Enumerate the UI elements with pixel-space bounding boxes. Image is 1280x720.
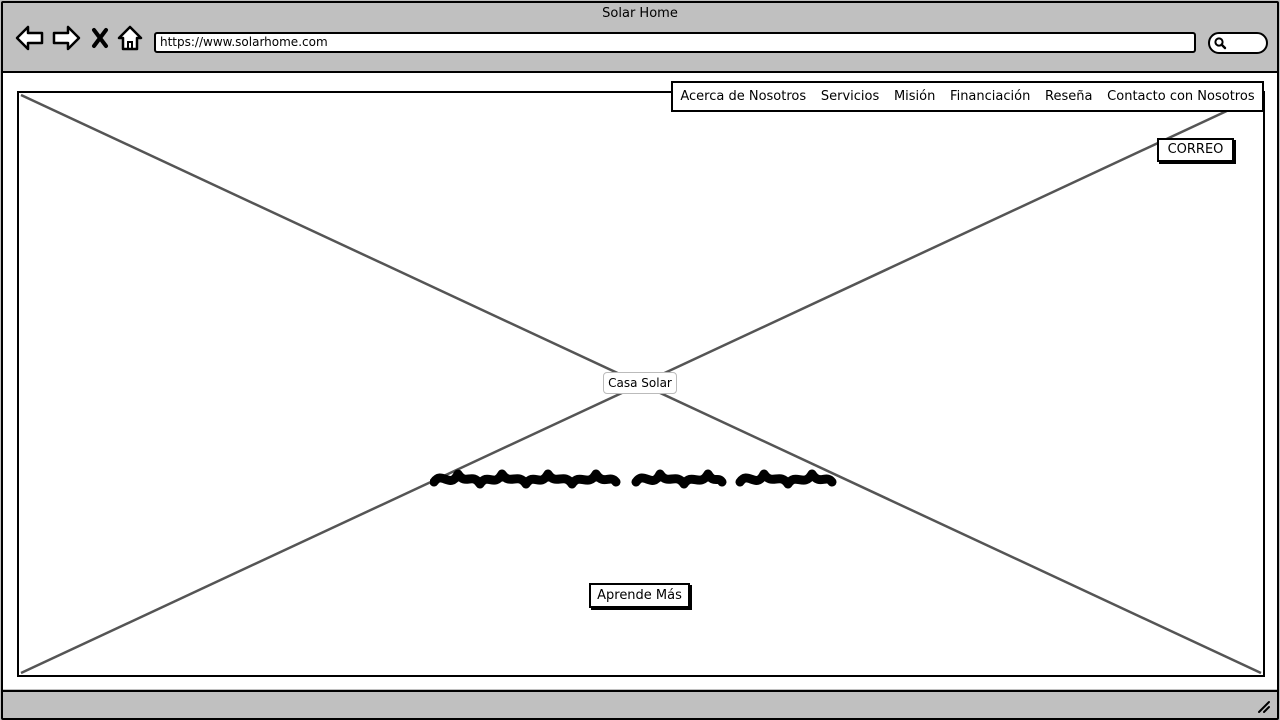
nav-item-about[interactable]: Acerca de Nosotros	[680, 89, 807, 104]
nav-item-contact[interactable]: Contacto con Nosotros	[1107, 89, 1255, 104]
main-nav: Acerca de Nosotros Servicios Misión Fina…	[671, 81, 1264, 112]
nav-item-financing[interactable]: Financiación	[950, 89, 1031, 104]
close-icon[interactable]	[86, 22, 114, 54]
nav-item-review[interactable]: Reseña	[1045, 89, 1093, 104]
window-title: Solar Home	[602, 6, 678, 21]
hero-title-label: Casa Solar	[603, 372, 677, 394]
resize-grip-icon[interactable]	[1257, 700, 1271, 714]
status-bar	[3, 690, 1277, 718]
toolbar-divider	[3, 71, 1277, 73]
home-icon[interactable]	[114, 22, 146, 54]
nav-item-services[interactable]: Servicios	[820, 89, 880, 104]
scribble-text-placeholder	[430, 469, 837, 489]
address-bar[interactable]: https://www.solarhome.com	[154, 32, 1196, 53]
nav-item-mission[interactable]: Misión	[893, 89, 936, 104]
correo-button[interactable]: CORREO	[1157, 138, 1234, 162]
back-arrow-icon[interactable]	[14, 22, 46, 54]
search-icon	[1214, 37, 1227, 50]
learn-more-button[interactable]: Aprende Más	[589, 583, 690, 608]
forward-arrow-icon[interactable]	[50, 22, 82, 54]
search-field[interactable]	[1208, 32, 1268, 54]
